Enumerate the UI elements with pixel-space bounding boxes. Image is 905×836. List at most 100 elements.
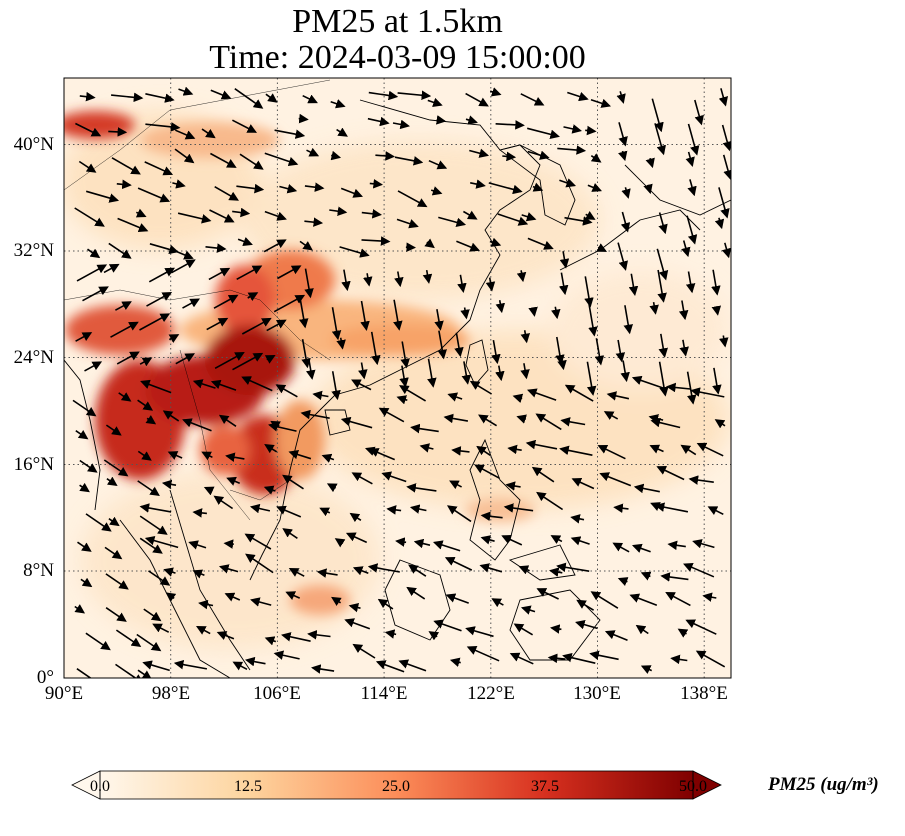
- wind-arrow: [173, 659, 208, 670]
- wind-arrow: [445, 593, 469, 604]
- wind-arrow: [85, 513, 112, 532]
- wind-arrow: [562, 652, 596, 664]
- wind-arrow: [618, 150, 628, 162]
- wind-arrow: [143, 608, 162, 622]
- wind-arrow: [466, 646, 500, 662]
- wind-arrow: [115, 301, 132, 311]
- wind-arrow: [527, 237, 554, 250]
- wind-arrow: [352, 643, 376, 659]
- wind-arrow: [590, 98, 612, 108]
- wind-arrow: [536, 491, 564, 511]
- wind-arrow: [465, 626, 494, 638]
- wind-arrow: [144, 161, 174, 176]
- wind-arrow: [321, 453, 335, 463]
- wind-arrow: [617, 242, 628, 271]
- wind-arrow: [635, 624, 649, 635]
- wind-arrow: [358, 362, 368, 380]
- wind-arrow: [116, 179, 132, 190]
- colorbar-tick-0: 0.0: [90, 778, 110, 795]
- wind-arrow: [408, 564, 427, 577]
- wind-arrow: [527, 150, 550, 160]
- wind-arrow: [137, 450, 152, 461]
- wind-arrow: [714, 217, 725, 230]
- wind-arrow: [334, 538, 346, 548]
- wind-arrow: [456, 240, 480, 252]
- wind-arrow: [209, 209, 235, 223]
- wind-arrow: [690, 387, 725, 398]
- wind-arrow: [434, 309, 444, 331]
- wind-arrow: [136, 633, 162, 652]
- wind-arrow: [623, 305, 633, 335]
- wind-arrow: [104, 546, 123, 560]
- wind-arrow: [584, 276, 594, 308]
- wind-arrow: [460, 307, 470, 320]
- wind-arrow: [298, 298, 309, 329]
- wind-arrow: [210, 379, 237, 391]
- wind-arrow: [165, 592, 177, 602]
- wind-arrow: [491, 339, 501, 365]
- wind-arrow: [198, 599, 214, 610]
- wind-arrow: [264, 636, 277, 646]
- wind-arrow: [597, 444, 626, 460]
- wind-arrow: [137, 399, 154, 411]
- wind-arrow: [433, 619, 462, 632]
- wind-arrow: [480, 535, 495, 545]
- wind-arrow: [509, 652, 534, 665]
- wind-arrow: [594, 338, 605, 366]
- wind-arrow: [264, 444, 278, 454]
- wind-arrow: [117, 217, 149, 232]
- wind-arrow: [656, 248, 669, 281]
- wind-arrow: [263, 239, 287, 253]
- wind-arrow: [678, 300, 689, 321]
- wind-arrow: [336, 337, 346, 350]
- wind-arrow: [137, 480, 160, 496]
- wind-arrow: [564, 216, 593, 226]
- wind-arrow: [274, 129, 306, 139]
- wind-arrow: [218, 414, 237, 427]
- lon-label-122: 122°E: [467, 683, 515, 704]
- wind-arrow: [84, 361, 103, 372]
- wind-arrow: [631, 543, 651, 553]
- wind-arrow: [667, 540, 686, 551]
- wind-arrow: [352, 566, 369, 576]
- wind-arrow: [696, 442, 724, 457]
- map-frame: [63, 77, 732, 679]
- wind-arrow: [557, 359, 567, 371]
- wind-arrow: [225, 452, 245, 462]
- wind-arrow: [341, 269, 351, 292]
- wind-arrow: [398, 659, 427, 672]
- wind-arrow: [410, 423, 439, 434]
- wind-arrow: [495, 300, 506, 314]
- wind-arrow: [520, 605, 536, 615]
- wind-arrow: [556, 562, 590, 573]
- wind-arrow: [657, 269, 667, 303]
- wind-arrow: [687, 179, 697, 197]
- wind-arrow: [152, 623, 170, 633]
- wind-arrow: [620, 211, 631, 233]
- wind-arrow: [241, 376, 273, 392]
- wind-arrow: [218, 564, 239, 574]
- wind-arrow: [340, 187, 363, 198]
- wind-arrow: [74, 207, 105, 227]
- wind-arrow: [670, 654, 688, 665]
- wind-arrow: [163, 567, 176, 577]
- wind-arrow: [564, 384, 594, 402]
- wind-arrow: [87, 248, 101, 259]
- wind-arrow: [319, 507, 331, 517]
- wind-arrow: [351, 379, 372, 391]
- wind-arrow: [249, 503, 271, 514]
- wind-arrow: [170, 248, 194, 260]
- wind-arrow: [115, 629, 142, 648]
- wind-arrow: [654, 123, 666, 156]
- wind-arrow: [76, 668, 104, 678]
- wind-arrow: [306, 147, 320, 157]
- wind-arrow: [640, 665, 653, 674]
- lon-label-138: 138°E: [680, 683, 728, 704]
- wind-arrow: [470, 179, 486, 189]
- wind-arrow: [650, 417, 681, 429]
- wind-arrow: [79, 482, 90, 493]
- wind-arrow: [516, 414, 527, 424]
- wind-arrow: [457, 274, 467, 293]
- wind-arrow: [550, 624, 562, 634]
